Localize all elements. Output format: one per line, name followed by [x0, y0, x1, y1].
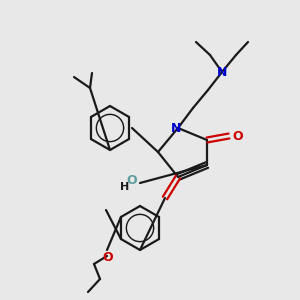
- Text: N: N: [171, 122, 181, 136]
- Text: O: O: [103, 251, 113, 264]
- Text: N: N: [217, 67, 227, 80]
- Text: H: H: [120, 182, 129, 192]
- Text: O: O: [232, 130, 243, 142]
- Text: O: O: [126, 175, 137, 188]
